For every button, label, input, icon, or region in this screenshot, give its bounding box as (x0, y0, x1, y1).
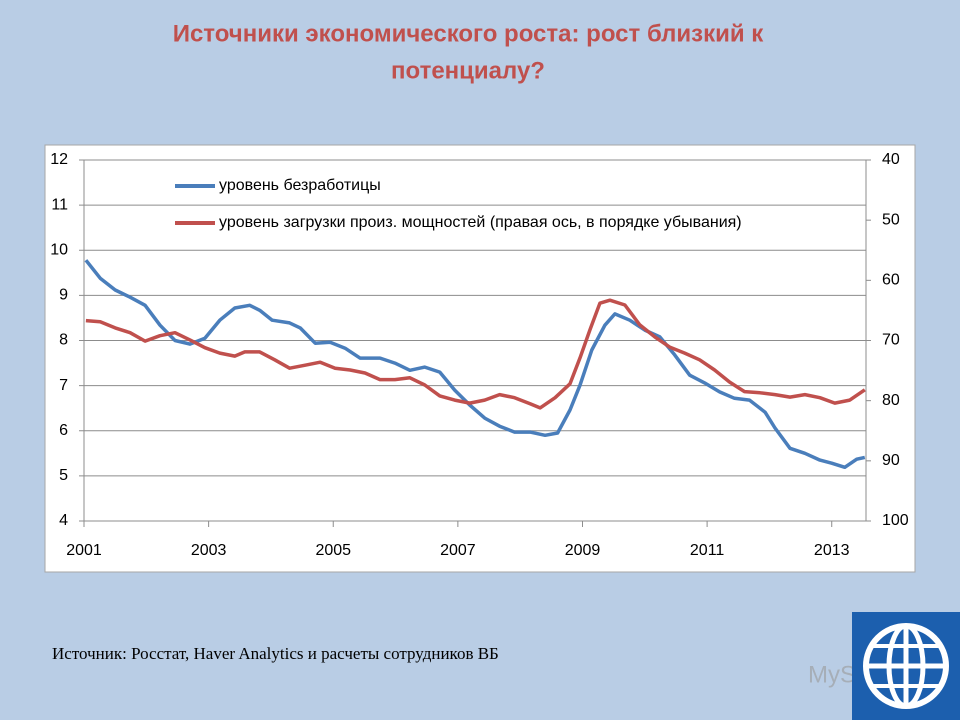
x-tick-label: 2003 (191, 542, 227, 559)
logo (852, 612, 960, 720)
x-tick-label: 2013 (814, 542, 850, 559)
y-tick-label: 4 (59, 512, 68, 529)
source-note: Источник: Росстат, Haver Analytics и рас… (52, 644, 499, 663)
y2-tick-label: 60 (882, 272, 900, 289)
y-tick-label: 9 (59, 287, 68, 304)
series-line (85, 298, 866, 410)
x-tick-label: 2009 (565, 542, 601, 559)
x-tick-label: 2011 (690, 542, 725, 559)
x-tick-label: 2005 (315, 542, 351, 559)
title-line: потенциалу? (391, 57, 545, 84)
y2-tick-label: 80 (882, 392, 900, 409)
y-tick-label: 8 (59, 332, 68, 349)
series-line (84, 259, 866, 470)
y-tick-label: 5 (59, 467, 68, 484)
y2-tick-label: 90 (882, 452, 900, 469)
y-tick-label: 6 (59, 422, 68, 439)
y2-tick-label: 100 (882, 512, 909, 529)
y2-tick-label: 50 (882, 211, 900, 228)
y-tick-label: 10 (50, 241, 68, 258)
title-line: Источники экономического роста: рост бли… (173, 20, 765, 47)
y-tick-label: 12 (50, 151, 68, 168)
x-tick-label: 2001 (66, 542, 102, 559)
x-tick-label: 2007 (440, 542, 476, 559)
chart-box (44, 144, 916, 573)
y2-tick-label: 70 (882, 332, 900, 349)
legend-label: уровень загрузки произ. мощностей (права… (219, 214, 742, 231)
legend-label: уровень безработицы (219, 177, 381, 194)
y-tick-label: 7 (59, 377, 68, 394)
y2-tick-label: 40 (882, 151, 900, 168)
y-tick-label: 11 (51, 196, 68, 213)
